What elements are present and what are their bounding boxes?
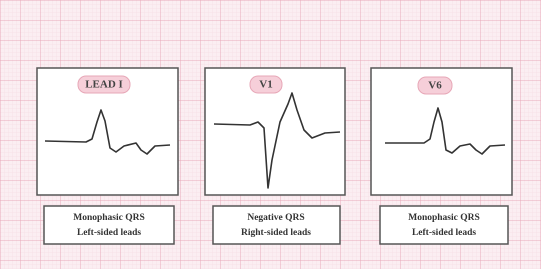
caption-line: Negative QRS bbox=[247, 213, 304, 223]
caption-line: Monophasic QRS bbox=[73, 213, 145, 223]
caption-line: Left-sided leads bbox=[412, 228, 476, 238]
lead-label: LEAD I bbox=[85, 79, 123, 91]
ecg-diagram: LEAD I Monophasic QRS Left-sided leads V… bbox=[0, 0, 541, 269]
caption-box bbox=[44, 206, 174, 244]
caption-box bbox=[380, 206, 508, 244]
caption-line: Monophasic QRS bbox=[408, 213, 480, 223]
page: LEAD I Monophasic QRS Left-sided leads V… bbox=[0, 0, 541, 269]
caption-line: Left-sided leads bbox=[77, 228, 141, 238]
lead-label: V1 bbox=[259, 79, 272, 91]
caption-line: Right-sided leads bbox=[241, 228, 311, 238]
lead-label: V6 bbox=[428, 80, 442, 92]
caption-box bbox=[213, 206, 340, 244]
